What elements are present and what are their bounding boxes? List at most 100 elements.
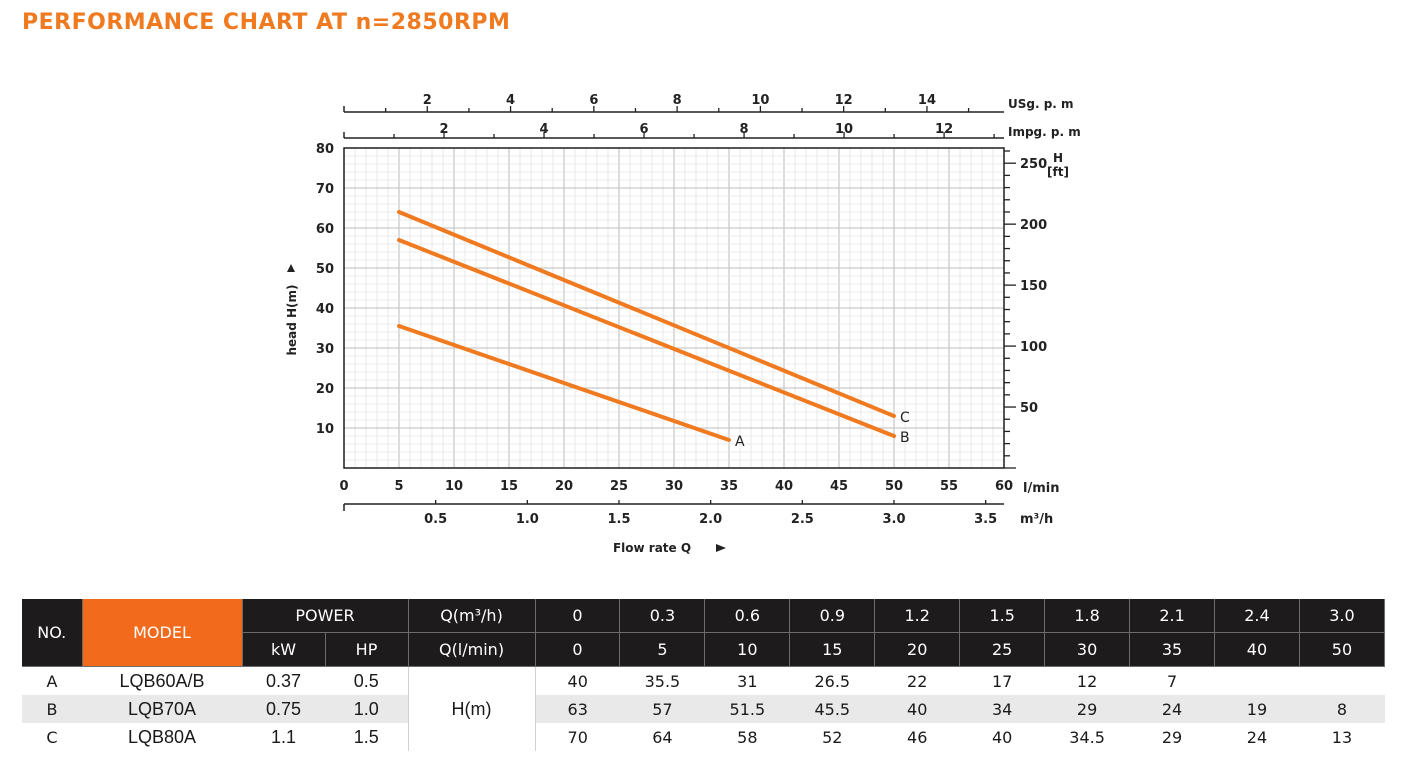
- h-label: H(m): [407, 666, 536, 751]
- q-m3h-value: 1.2: [874, 599, 961, 633]
- y-axis-label: head H(m): [285, 284, 299, 355]
- impgpm-unit-label: Impg. p. m: [1008, 125, 1081, 139]
- q-m3h-value: 0.9: [789, 599, 876, 633]
- h-value: 26.5: [814, 671, 851, 691]
- x-tick-label: 10: [445, 479, 463, 494]
- series-label-a: A: [735, 434, 745, 450]
- x-tick-label: 35: [720, 479, 738, 494]
- h-value: 22: [907, 671, 928, 691]
- x-tick-label: 15: [500, 479, 518, 494]
- y-tick-label: 20: [316, 382, 334, 397]
- series-line-a: [397, 324, 731, 442]
- y-tick-label: 30: [316, 342, 334, 357]
- q-m3h-value: 2.1: [1129, 599, 1216, 633]
- y-axis-arrow-icon: [287, 264, 295, 272]
- table-head-row-1: NO. MODEL POWER Q(m³/h) 0 0.3 0.6 0.9 1.…: [22, 599, 1386, 667]
- h-value: 12: [1076, 671, 1098, 691]
- x-tick-label: 5: [394, 479, 403, 494]
- h-value: 64: [652, 727, 673, 747]
- q-m3h-value: 0: [535, 599, 621, 633]
- h-value: 58: [737, 727, 758, 747]
- h-value: 40: [991, 727, 1013, 747]
- usgpm-unit-label: USg. p. m: [1008, 97, 1074, 111]
- usgpm-tick-label: 4: [506, 93, 515, 108]
- chart-labels: A BC: [735, 410, 910, 450]
- chart-series: [397, 210, 896, 442]
- ft-tick-label: 200: [1020, 218, 1047, 233]
- row-kw: 1.1: [270, 726, 297, 747]
- row-model: LQB60A/B: [119, 670, 205, 691]
- x-axis-label: Flow rate Q: [613, 541, 691, 555]
- h-value: 34: [959, 695, 1045, 723]
- x-tick-label: 40: [775, 479, 793, 494]
- impgpm-tick-label: 2: [439, 122, 448, 137]
- usgpm-tick-label: 8: [673, 93, 682, 108]
- row-no: B: [22, 695, 82, 723]
- h-value: 17: [991, 671, 1013, 691]
- h-value: 40: [534, 666, 620, 695]
- impgpm-tick-label: 4: [540, 122, 549, 137]
- col-hp: HP: [325, 632, 409, 667]
- q-lmin-value: 40: [1214, 632, 1300, 667]
- ft-unit-label: [ft]: [1047, 165, 1069, 179]
- usgpm-tick-label: 2: [423, 93, 432, 108]
- col-kw: kW: [242, 632, 326, 667]
- page-title: PERFORMANCE CHART AT n=2850RPM: [22, 10, 511, 35]
- h-value: 24: [1246, 727, 1268, 747]
- h-value: [1299, 667, 1384, 696]
- row-no: A: [46, 671, 58, 691]
- q-m3h-value: 1.5: [959, 599, 1046, 633]
- q-m3h-value: 0.3: [619, 599, 706, 633]
- row-kw: 0.75: [242, 695, 325, 723]
- row-kw: 0.37: [265, 670, 302, 691]
- col-q-lmin: Q(l/min): [408, 632, 536, 667]
- h-value: 46: [907, 727, 928, 747]
- q-lmin-value: 10: [704, 632, 791, 667]
- m3h-tick-label: 1.0: [516, 512, 539, 527]
- row-model: LQB80A: [127, 726, 197, 747]
- series-label-b: B: [900, 430, 910, 446]
- x-unit-label: l/min: [1023, 481, 1059, 496]
- col-model: MODEL: [82, 599, 243, 667]
- table-row: C LQB80A 1.1 1.5 70 64 58 52 46 40 34.5 29 24 13: [22, 723, 1385, 751]
- x-tick-label: 60: [995, 479, 1013, 494]
- m3h-tick-label: 3.0: [882, 512, 905, 527]
- h-value: 19: [1214, 695, 1300, 723]
- ft-tick-label: 250: [1020, 157, 1047, 172]
- h-value: 31: [737, 671, 758, 691]
- h-value: 29: [1044, 695, 1130, 723]
- x-axis-arrow-icon: [716, 544, 726, 552]
- ft-tick-label: 50: [1020, 401, 1038, 416]
- impgpm-tick-label: 6: [640, 122, 649, 137]
- chart-grid: [343, 147, 1005, 469]
- q-m3h-value: 2.4: [1214, 599, 1300, 633]
- h-value: 52: [822, 727, 843, 747]
- x-tick-label: 55: [940, 479, 958, 494]
- m3h-tick-label: 3.5: [974, 512, 997, 527]
- m3h-tick-label: 1.5: [607, 512, 630, 527]
- usgpm-tick-label: 14: [918, 93, 936, 108]
- h-value: 63: [534, 695, 620, 723]
- m3h-tick-label: 2.0: [699, 512, 722, 527]
- q-m3h-value: 0.6: [704, 599, 791, 633]
- table-head-row-2: kW HP Q(l/min) 0 5 10 15 20 25 30 35 40 …: [22, 632, 1386, 667]
- q-lmin-value: 15: [789, 632, 876, 667]
- q-lmin-value: 5: [619, 632, 706, 667]
- table-row: A LQB60A/B 0.37 0.5 H(m) 40 35.5 31 26.5 22 17 12 7: [22, 666, 1385, 751]
- h-value: 34.5: [1069, 727, 1105, 747]
- q-lmin-value: 35: [1129, 632, 1216, 667]
- q-lmin-value: 20: [874, 632, 961, 667]
- q-lmin-value: 30: [1044, 632, 1131, 667]
- h-value: 13: [1331, 727, 1353, 747]
- y-tick-label: 10: [316, 422, 334, 437]
- x-tick-label: 0: [339, 479, 348, 494]
- table-row: B LQB70A 0.75 1.0 63 57 51.5 45.5 40 34 29 24 19 8: [22, 695, 1385, 723]
- row-hp: 0.5: [353, 670, 379, 691]
- x-tick-label: 30: [665, 479, 683, 494]
- h-value: 51.5: [704, 695, 790, 723]
- q-lmin-value: 50: [1299, 632, 1386, 667]
- m3h-tick-label: 0.5: [424, 512, 447, 527]
- row-hp: 1.0: [325, 695, 409, 723]
